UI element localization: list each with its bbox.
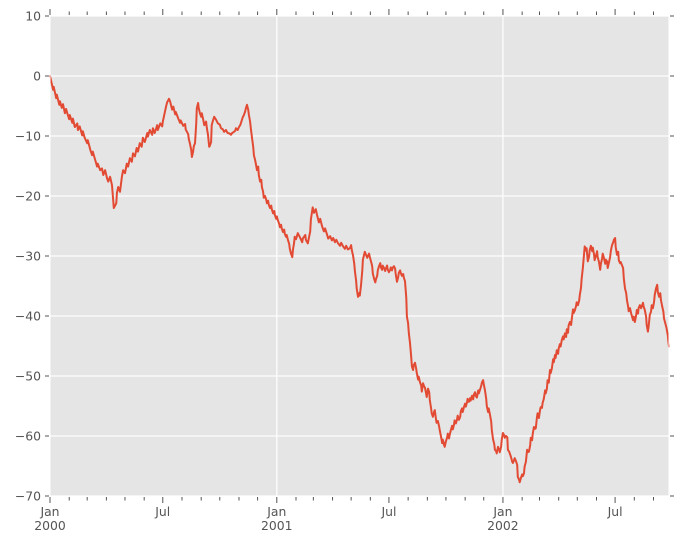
y-axis-tick-label: −50 <box>15 368 41 383</box>
data-series <box>49 75 670 484</box>
x-axis-year-label: 2001 <box>261 518 293 533</box>
x-axis-year-label: 2002 <box>487 518 519 533</box>
x-axis-month-label: Jul <box>380 504 396 519</box>
y-axis-tick-label: −70 <box>15 488 41 503</box>
y-axis-tick-label: 0 <box>33 68 41 83</box>
y-axis-tick-label: −60 <box>15 428 41 443</box>
x-axis-month-label: Jan <box>492 504 512 519</box>
y-axis-tick-label: −10 <box>15 128 41 143</box>
plot-border <box>49 15 670 497</box>
x-axis-month-label: Jan <box>39 504 59 519</box>
y-axis-tick-label: −30 <box>15 248 41 263</box>
x-axis-month-label: Jul <box>607 504 623 519</box>
data-line-cumulative-sum <box>49 75 670 484</box>
y-axis-tick-label: −20 <box>15 188 41 203</box>
x-axis-year-label: 2000 <box>34 518 66 533</box>
y-axis-tick-label: 10 <box>25 8 41 23</box>
y-axis-tick-label: −40 <box>15 308 41 323</box>
x-axis-month-label: Jan <box>266 504 286 519</box>
x-axis-month-label: Jul <box>154 504 170 519</box>
axis-ticks <box>45 9 674 503</box>
